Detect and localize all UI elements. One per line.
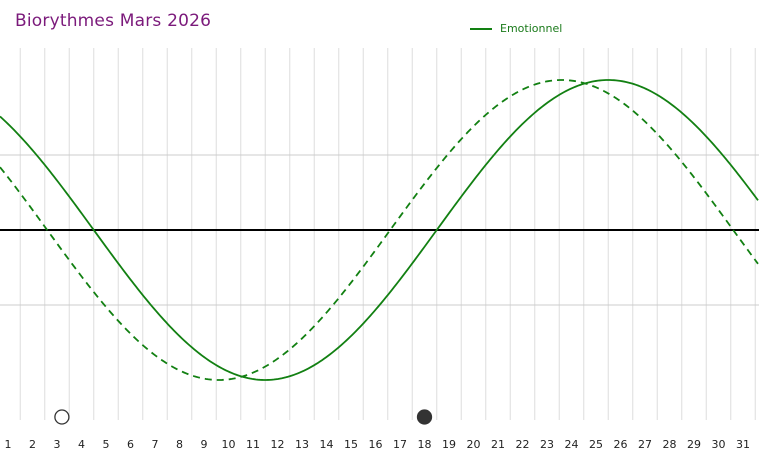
x-tick-label: 24	[565, 438, 579, 451]
x-tick-label: 31	[736, 438, 750, 451]
x-tick-label: 22	[516, 438, 530, 451]
x-tick-label: 5	[103, 438, 110, 451]
chart-title: Biorythmes Mars 2026	[15, 11, 212, 31]
x-tick-label: 29	[687, 438, 701, 451]
x-tick-label: 25	[589, 438, 603, 451]
x-tick-label: 16	[369, 438, 383, 451]
marker-open	[54, 409, 70, 425]
x-tick-label: 26	[614, 438, 628, 451]
x-tick-label: 18	[418, 438, 432, 451]
x-tick-label: 6	[127, 438, 134, 451]
x-tick-label: 8	[176, 438, 183, 451]
x-tick-label: 12	[271, 438, 285, 451]
marker-filled	[416, 409, 433, 425]
x-tick-label: 20	[467, 438, 481, 451]
series-line-dashed	[0, 79, 759, 381]
x-tick-label: 4	[78, 438, 85, 451]
x-tick-label: 2	[29, 438, 36, 451]
x-tick-label: 27	[638, 438, 652, 451]
x-tick-label: 11	[246, 438, 260, 451]
x-tick-label: 28	[663, 438, 677, 451]
legend: Emotionnel	[470, 22, 562, 35]
x-tick-label: 14	[320, 438, 334, 451]
x-tick-label: 7	[152, 438, 159, 451]
legend-line-swatch	[470, 27, 492, 30]
x-tick-label: 9	[201, 438, 208, 451]
legend-label-emotionnel: Emotionnel	[500, 22, 563, 35]
x-tick-label: 10	[222, 438, 236, 451]
series-line-emotionnel	[0, 79, 759, 381]
x-tick-label: 19	[442, 438, 456, 451]
x-tick-label: 21	[491, 438, 505, 451]
x-tick-label: 30	[712, 438, 726, 451]
x-tick-label: 23	[540, 438, 554, 451]
x-tick-label: 15	[344, 438, 358, 451]
x-tick-label: 3	[54, 438, 61, 451]
x-tick-label: 17	[393, 438, 407, 451]
x-tick-label: 13	[295, 438, 309, 451]
x-tick-label: 1	[5, 438, 12, 451]
